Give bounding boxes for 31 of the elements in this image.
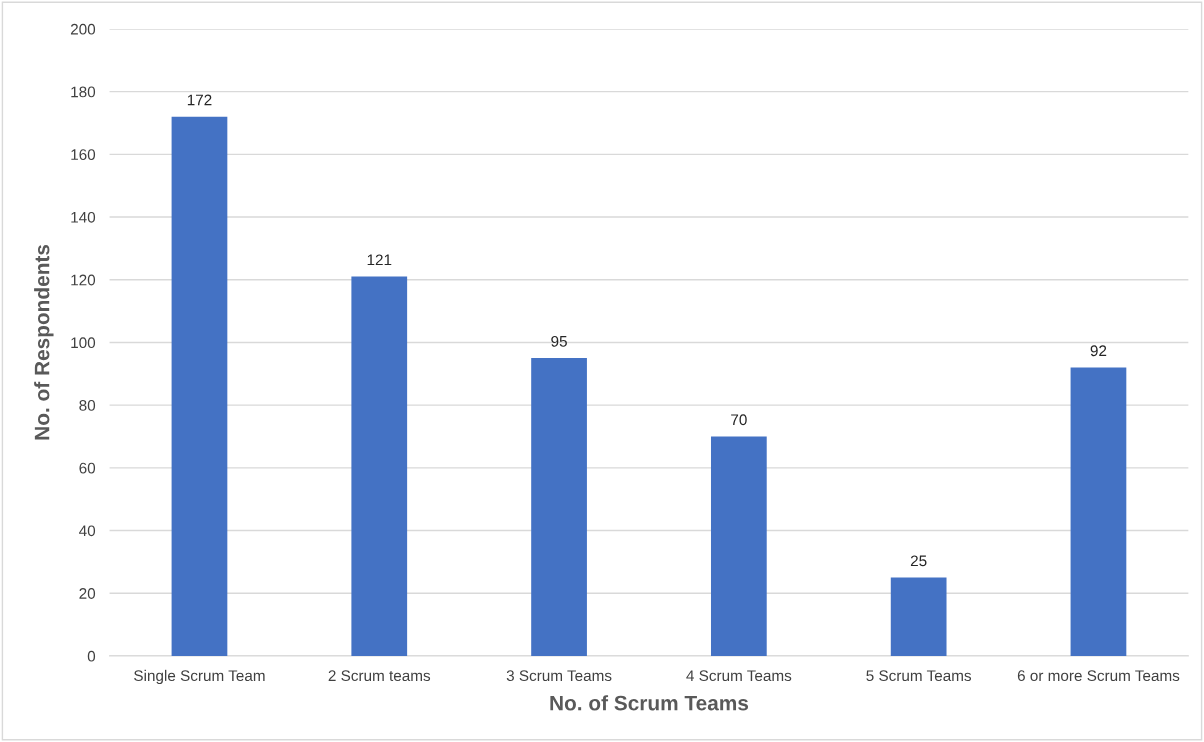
y-tick-label: 80 xyxy=(79,400,96,411)
x-tick-label: 3 Scrum Teams xyxy=(506,670,612,682)
x-tick-label: Single Scrum Team xyxy=(134,669,265,685)
x-tick-label: 2 Scrum teams xyxy=(328,670,431,682)
bar xyxy=(890,577,947,656)
x-axis-title: No. of Scrum Teams xyxy=(550,695,749,711)
y-tick-label: 60 xyxy=(79,462,96,474)
y-tick-label: 180 xyxy=(71,86,96,98)
y-tick-label: 200 xyxy=(70,23,96,35)
data-label: 25 xyxy=(910,555,927,567)
bar xyxy=(531,358,587,656)
data-label: 92 xyxy=(1090,345,1107,357)
y-tick-label: 120 xyxy=(71,274,96,286)
bar xyxy=(710,436,767,656)
y-tick-label: 100 xyxy=(71,337,96,349)
y-tick-label: 140 xyxy=(71,211,96,223)
data-label: 95 xyxy=(551,335,567,347)
y-tick-label: 20 xyxy=(79,588,96,599)
y-tick-label: 40 xyxy=(79,525,96,537)
x-tick-label: 4 Scrum Teams xyxy=(686,670,792,682)
data-label: 172 xyxy=(187,94,212,106)
bar xyxy=(351,276,408,656)
y-tick-label: 0 xyxy=(87,650,96,662)
x-tick-label: 6 or more Scrum Teams xyxy=(1017,670,1180,682)
bar xyxy=(1070,367,1127,656)
y-tick-label: 160 xyxy=(71,149,96,161)
bar xyxy=(171,116,228,656)
data-label: 121 xyxy=(367,254,392,266)
x-tick-label: 5 Scrum Teams xyxy=(866,670,972,682)
data-label: 70 xyxy=(731,414,747,426)
y-axis-title: No. of Respondents xyxy=(34,244,54,440)
